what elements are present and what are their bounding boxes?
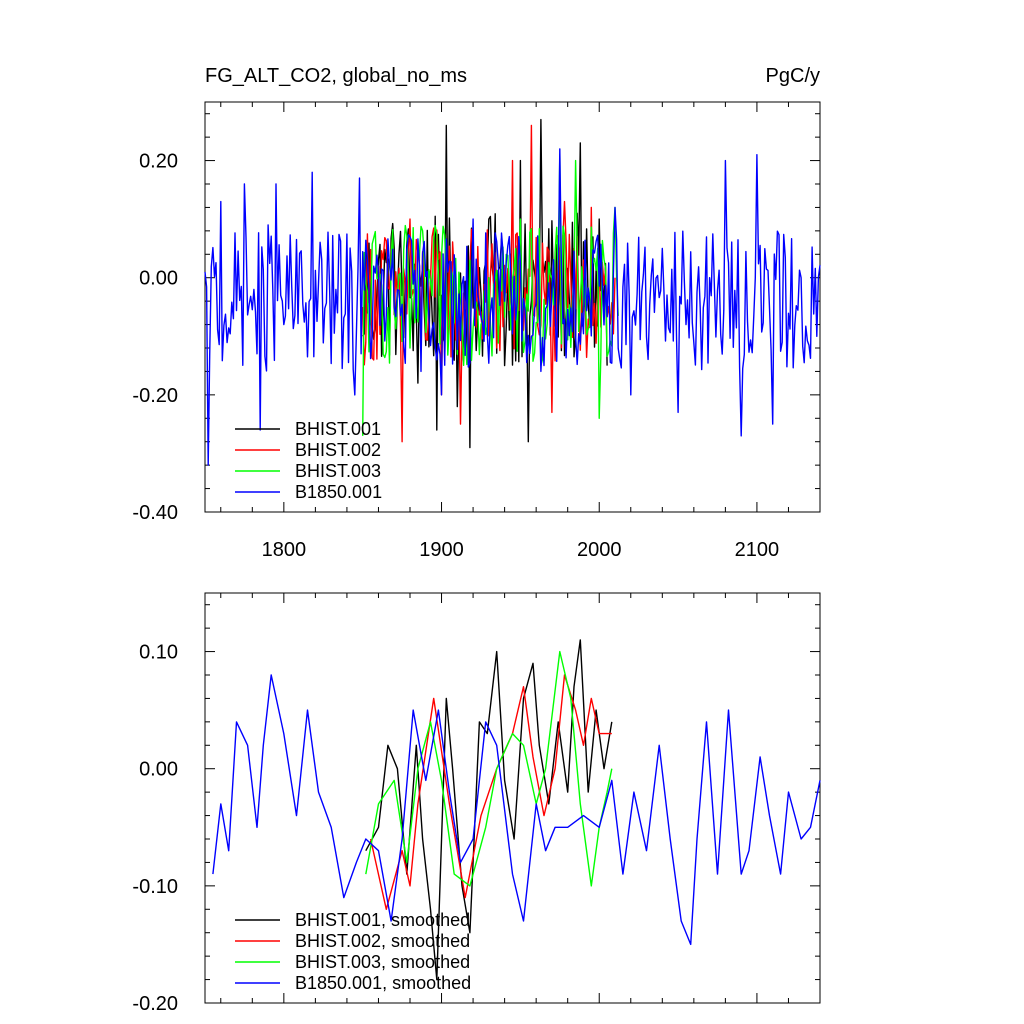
y-tick-label: -0.10 (132, 876, 178, 898)
y-tick-label: 0.10 (139, 642, 178, 664)
plot-frame (204, 101, 821, 513)
legend-label: BHIST.003, smoothed (295, 952, 470, 972)
legend-label: B1850.001, smoothed (295, 973, 471, 993)
series-line (204, 148, 821, 466)
legend-label: BHIST.003 (295, 461, 381, 481)
series-line (365, 639, 613, 981)
top-panel: FG_ALT_CO2, global_no_ms PgC/y 1800 1900 2… (132, 65, 821, 561)
plot-frame (204, 592, 821, 1004)
chart-title: FG_ALT_CO2, global_no_ms (205, 65, 467, 87)
legend-label: B1850.001 (295, 482, 382, 502)
series-line (212, 674, 821, 946)
y-tick-label: -0.20 (132, 385, 178, 407)
x-tick-label: 1800 (262, 539, 307, 561)
legend-label: BHIST.002 (295, 440, 381, 460)
y-tick-label: -0.20 (132, 993, 178, 1015)
legend-label: BHIST.001, smoothed (295, 910, 470, 930)
y-tick-label: 0.20 (139, 151, 178, 173)
units-label: PgC/y (766, 65, 820, 87)
x-tick-label: 2000 (577, 539, 622, 561)
x-tick-label: 1900 (419, 539, 464, 561)
legend-label: BHIST.001 (295, 419, 381, 439)
top-plot-area: 1800 1900 2000 2100 -0.40 -0.20 0.00 0.20 BHIST.… (132, 101, 821, 561)
x-tick-label: 2100 (735, 539, 780, 561)
y-tick-label: -0.40 (132, 502, 178, 524)
legend-label: BHIST.002, smoothed (295, 931, 470, 951)
series-line (365, 650, 613, 887)
y-tick-label: 0.00 (139, 759, 178, 781)
y-tick-label: 0.00 (139, 268, 178, 290)
